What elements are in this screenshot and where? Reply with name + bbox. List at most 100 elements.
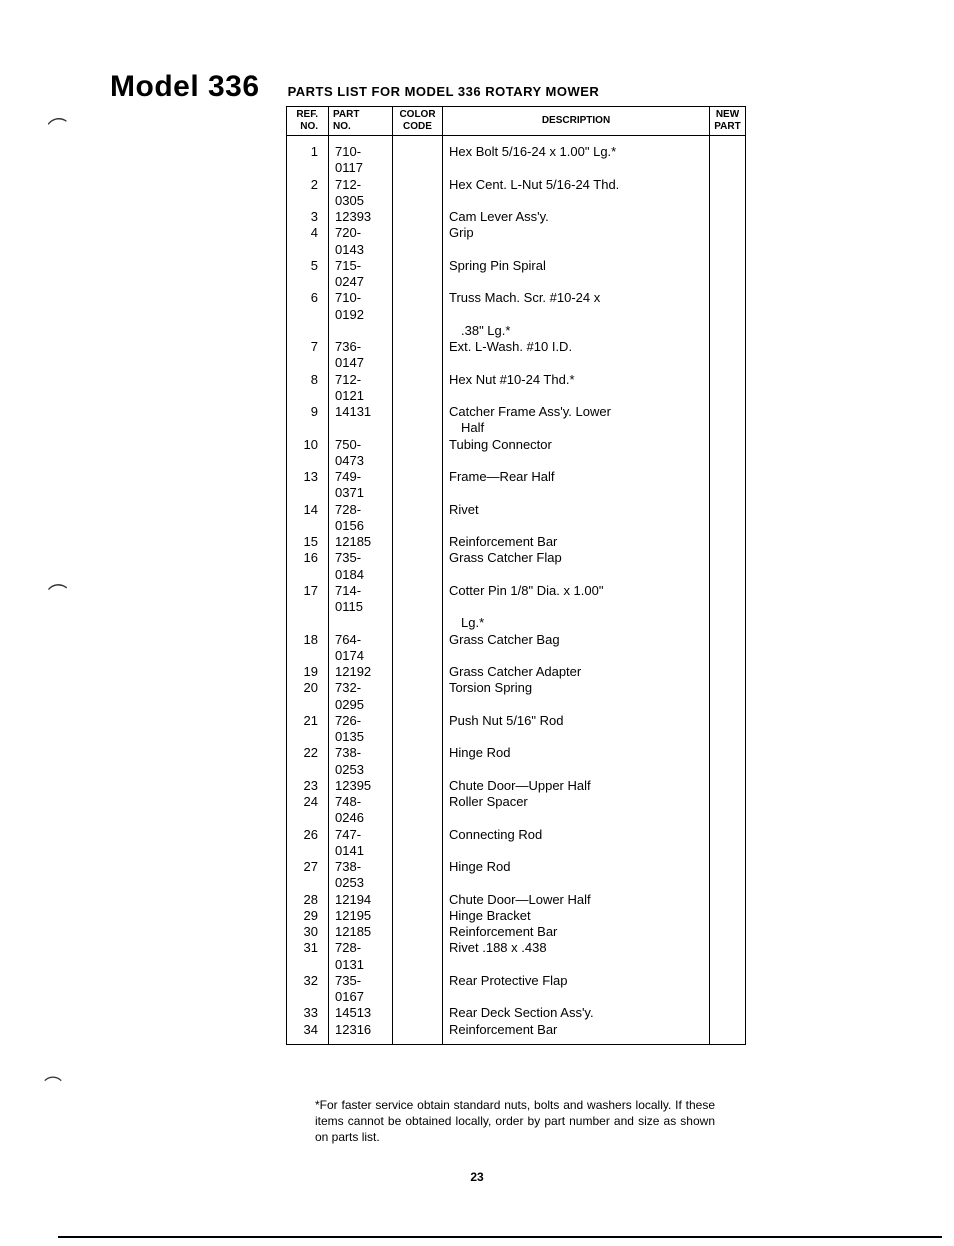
table-row: 5715-0247Spring Pin Spiral [287, 258, 746, 291]
cell-new [710, 1005, 746, 1021]
cell-ref: 10 [287, 437, 329, 470]
cell-ref: 22 [287, 745, 329, 778]
scan-artifact: ⌒ [44, 1072, 62, 1098]
cell-color [393, 583, 443, 616]
cell-ref: 14 [287, 502, 329, 535]
table-row: 2712-0305Hex Cent. L-Nut 5/16-24 Thd. [287, 177, 746, 210]
table-row: 914131Catcher Frame Ass'y. Lower [287, 404, 746, 420]
cell-desc: Hinge Rod [443, 859, 710, 892]
cell-part: 710-0192 [329, 290, 393, 323]
cell-color [393, 136, 443, 177]
cell-new [710, 177, 746, 210]
table-row: 312393Cam Lever Ass'y. [287, 209, 746, 225]
cell-new [710, 583, 746, 616]
table-row: 1512185Reinforcement Bar [287, 534, 746, 550]
table-row: 6710-0192Truss Mach. Scr. #10-24 x [287, 290, 746, 323]
cell-ref: 1 [287, 136, 329, 177]
cell-desc: Hinge Bracket [443, 908, 710, 924]
cell-desc: Rivet [443, 502, 710, 535]
table-row: 13749-0371Frame—Rear Half [287, 469, 746, 502]
cell-part [329, 323, 393, 339]
cell-desc: Reinforcement Bar [443, 534, 710, 550]
cell-ref: 19 [287, 664, 329, 680]
cell-part: 12185 [329, 924, 393, 940]
cell-ref: 26 [287, 827, 329, 860]
cell-color [393, 225, 443, 258]
cell-part [329, 420, 393, 436]
cell-part: 726-0135 [329, 713, 393, 746]
cell-part: 14131 [329, 404, 393, 420]
table-row: 32735-0167Rear Protective Flap [287, 973, 746, 1006]
cell-new [710, 908, 746, 924]
cell-new [710, 1022, 746, 1045]
table-row: 27738-0253Hinge Rod [287, 859, 746, 892]
table-row: 3012185Reinforcement Bar [287, 924, 746, 940]
cell-part: 712-0305 [329, 177, 393, 210]
cell-new [710, 258, 746, 291]
table-row: 26747-0141Connecting Rod [287, 827, 746, 860]
cell-color [393, 290, 443, 323]
cell-color [393, 827, 443, 860]
cell-new [710, 209, 746, 225]
cell-new [710, 973, 746, 1006]
col-header-new: NEWPART [710, 107, 746, 136]
col-header-ref: REF.NO. [287, 107, 329, 136]
cell-color [393, 437, 443, 470]
cell-ref: 5 [287, 258, 329, 291]
table-row: 3314513Rear Deck Section Ass'y. [287, 1005, 746, 1021]
cell-ref: 16 [287, 550, 329, 583]
cell-new [710, 469, 746, 502]
cell-new [710, 534, 746, 550]
cell-color [393, 778, 443, 794]
cell-part: 12316 [329, 1022, 393, 1045]
cell-desc: Chute Door—Upper Half [443, 778, 710, 794]
cell-ref: 32 [287, 973, 329, 1006]
cell-part: 12393 [329, 209, 393, 225]
cell-desc: Rear Protective Flap [443, 973, 710, 1006]
cell-color [393, 258, 443, 291]
parts-table-container: REF.NO. PARTNO. COLORCODE DESCRIPTION NE… [286, 106, 746, 1045]
cell-new [710, 339, 746, 372]
scan-artifact: ⌒ [47, 577, 69, 608]
cell-new [710, 713, 746, 746]
table-row: 16735-0184Grass Catcher Flap [287, 550, 746, 583]
col-header-color: COLORCODE [393, 107, 443, 136]
cell-color [393, 469, 443, 502]
table-row: 20732-0295Torsion Spring [287, 680, 746, 713]
cell-desc: Tubing Connector [443, 437, 710, 470]
cell-part: 12395 [329, 778, 393, 794]
cell-part: 738-0253 [329, 859, 393, 892]
table-row: 22738-0253Hinge Rod [287, 745, 746, 778]
cell-part: 749-0371 [329, 469, 393, 502]
cell-ref: 21 [287, 713, 329, 746]
table-row: 31728-0131Rivet .188 x .438 [287, 940, 746, 973]
scan-edge [58, 1236, 942, 1238]
cell-ref: 3 [287, 209, 329, 225]
cell-color [393, 680, 443, 713]
cell-color [393, 794, 443, 827]
cell-color [393, 502, 443, 535]
cell-color [393, 420, 443, 436]
table-row: 21726-0135Push Nut 5/16" Rod [287, 713, 746, 746]
cell-desc: Hex Cent. L-Nut 5/16-24 Thd. [443, 177, 710, 210]
cell-color [393, 859, 443, 892]
cell-ref: 23 [287, 778, 329, 794]
cell-ref [287, 420, 329, 436]
cell-new [710, 680, 746, 713]
parts-table: REF.NO. PARTNO. COLORCODE DESCRIPTION NE… [286, 106, 746, 1045]
cell-ref [287, 323, 329, 339]
cell-new [710, 827, 746, 860]
cell-part: 710-0117 [329, 136, 393, 177]
table-row: 18764-0174Grass Catcher Bag [287, 632, 746, 665]
cell-color [393, 973, 443, 1006]
col-header-desc: DESCRIPTION [443, 107, 710, 136]
cell-color [393, 1005, 443, 1021]
cell-color [393, 534, 443, 550]
cell-part: 714-0115 [329, 583, 393, 616]
cell-part: 728-0131 [329, 940, 393, 973]
table-row: 4720-0143Grip [287, 225, 746, 258]
col-header-part: PARTNO. [329, 107, 393, 136]
cell-ref [287, 615, 329, 631]
cell-new [710, 924, 746, 940]
cell-new [710, 664, 746, 680]
